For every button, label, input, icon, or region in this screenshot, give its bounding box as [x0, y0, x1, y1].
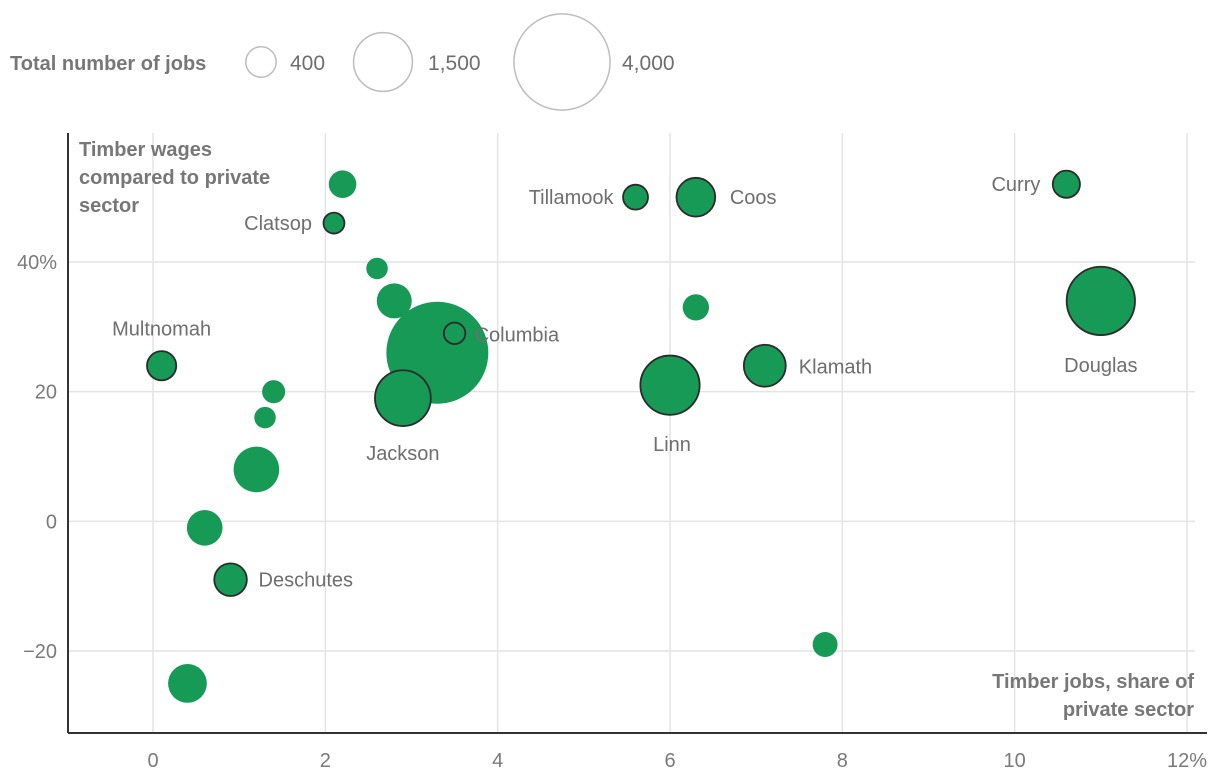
bubble-11	[168, 664, 207, 703]
label-line: sector	[79, 195, 139, 217]
x-tick-label-6: 6	[664, 750, 675, 772]
label-line: Timber wages	[79, 139, 212, 161]
bubble-columbia	[442, 321, 467, 345]
y-axis-label: Timber wages compared to private sector	[79, 139, 270, 217]
legend-circle-1500	[352, 31, 414, 93]
axes	[67, 133, 1207, 734]
bubble-deschutes	[213, 562, 248, 597]
label-deschutes: Deschutes	[259, 570, 354, 592]
tick-labels: 0 2 4 6 8 10 12% 40% 20 0 −20	[17, 252, 1207, 772]
bubble-tillamook	[622, 183, 649, 211]
bubble-curry	[1051, 169, 1081, 199]
bubble-1	[328, 170, 357, 199]
x-tick-label-2: 2	[320, 750, 331, 772]
bubble-19	[812, 632, 838, 658]
x-axis-label: Timber jobs, share of private sector	[992, 671, 1194, 721]
label-columbia: Columbia	[475, 324, 560, 346]
bubble-clatsop	[322, 211, 346, 235]
label-tillamook: Tillamook	[529, 187, 615, 209]
x-tick-label-0: 0	[147, 750, 158, 772]
label-jackson: Jackson	[366, 443, 439, 465]
label-line: compared to private	[79, 167, 270, 189]
label-linn: Linn	[653, 434, 691, 456]
grid	[68, 133, 1195, 733]
bubble-coos	[675, 176, 717, 218]
bubble-9	[186, 509, 223, 546]
bubble-douglas	[1065, 265, 1136, 336]
label-clatsop: Clatsop	[244, 213, 312, 235]
legend-title: Total number of jobs	[10, 53, 206, 75]
bubble-3	[366, 257, 388, 280]
bubble-8	[233, 446, 280, 493]
label-curry: Curry	[991, 174, 1040, 196]
legend-circle-4000	[513, 13, 611, 111]
legend: Total number of jobs 400 1,500 4,000	[10, 13, 675, 111]
legend-items: 400 1,500 4,000	[245, 13, 675, 111]
bubbles	[146, 169, 1136, 703]
y-tick-label--20: −20	[23, 641, 57, 663]
legend-label-1500: 1,500	[428, 52, 481, 75]
x-tick-label-4: 4	[492, 750, 503, 772]
label-coos: Coos	[730, 187, 777, 209]
bubble-16	[682, 294, 710, 321]
label-line: Timber jobs, share of	[992, 671, 1194, 693]
bubble-jackson	[374, 369, 432, 427]
label-douglas: Douglas	[1064, 355, 1137, 377]
point-labels: Clatsop Multnomah Deschutes Jackson Columbia…	[112, 174, 1137, 591]
bubble-klamath	[742, 343, 787, 388]
x-tick-label-10: 10	[1004, 750, 1026, 772]
bubble-7	[254, 406, 276, 429]
y-tick-label-20: 20	[35, 382, 57, 404]
bubble-multnomah	[146, 350, 178, 382]
y-tick-label-0: 0	[46, 511, 57, 533]
label-klamath: Klamath	[799, 357, 872, 379]
x-tick-label-8: 8	[837, 750, 848, 772]
legend-label-400: 400	[290, 52, 325, 75]
bubble-linn	[639, 354, 701, 416]
label-multnomah: Multnomah	[112, 319, 211, 341]
y-tick-label-40: 40%	[17, 252, 57, 274]
x-tick-label-12: 12%	[1167, 750, 1207, 772]
legend-circle-400	[245, 46, 277, 78]
label-line: private sector	[1063, 699, 1194, 721]
legend-label-4000: 4,000	[622, 52, 675, 75]
bubble-4	[376, 283, 412, 319]
bubble-6	[262, 380, 286, 404]
